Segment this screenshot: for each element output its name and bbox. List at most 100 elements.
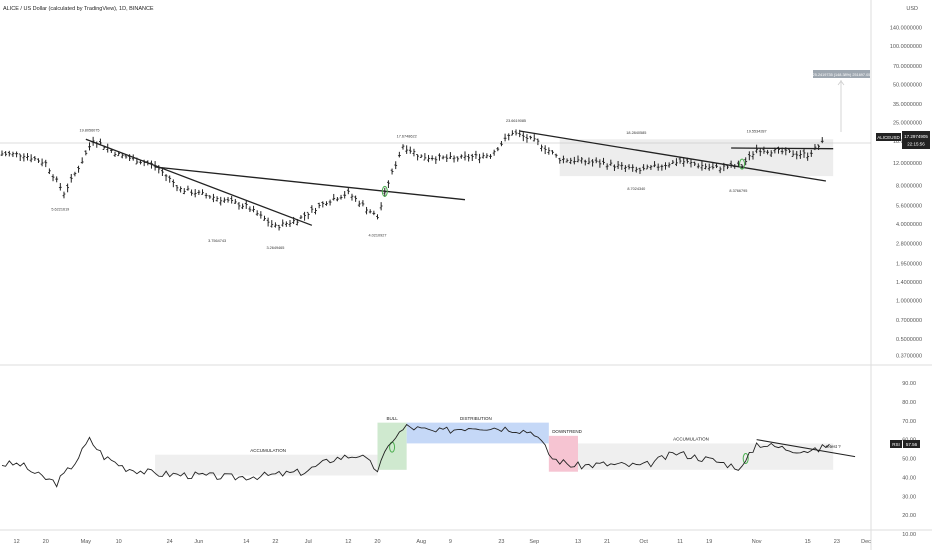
- ohlc-bar: [168, 175, 172, 183]
- rsi-downtrend-zone: [548, 435, 578, 472]
- ohlc-bar: [303, 211, 306, 221]
- time-tick-label: 19: [706, 539, 712, 545]
- ohlc-bar: [113, 151, 117, 157]
- resistance-line: [731, 147, 834, 150]
- rsi-tick-label: 40.00: [902, 475, 916, 481]
- ohlc-bar: [193, 189, 197, 198]
- ohlc-bar: [332, 193, 336, 201]
- ohlc-bar: [84, 150, 88, 156]
- ohlc-bar: [237, 201, 241, 210]
- ohlc-bar: [405, 145, 409, 154]
- ohlc-bar: [219, 196, 223, 206]
- time-tick-label: 20: [43, 539, 49, 545]
- price-tick-label: 1.9500000: [896, 262, 922, 268]
- rsi-value-box: [903, 440, 920, 448]
- ohlc-bar: [791, 150, 795, 157]
- price-tick-label: 25.0000000: [893, 121, 922, 127]
- ohlc-bar: [317, 202, 321, 209]
- ohlc-bar: [321, 201, 325, 208]
- ohlc-bar: [510, 130, 514, 136]
- projection-arrow: [837, 80, 845, 86]
- price-pivot-label: 3.2649465: [266, 246, 284, 250]
- price-tick-label: 100.0000000: [890, 44, 922, 50]
- ohlc-bar: [416, 154, 419, 161]
- ohlc-bar: [376, 214, 379, 220]
- ohlc-bar: [66, 183, 70, 193]
- ohlc-bar: [704, 163, 707, 170]
- ohlc-bar: [758, 148, 762, 157]
- time-tick-label: Nov: [752, 539, 762, 545]
- ohlc-bar: [368, 209, 372, 214]
- ohlc-bar: [693, 161, 697, 167]
- ohlc-bar: [587, 157, 591, 165]
- time-tick-label: 11: [677, 539, 683, 545]
- rsi-tag-box: [890, 440, 902, 448]
- time-tick-label: 13: [575, 539, 581, 545]
- ohlc-bar: [4, 151, 8, 157]
- rsi-line: [1, 423, 830, 488]
- trendlines: [85, 130, 856, 464]
- rsi-value: 57.56: [906, 442, 918, 447]
- ohlc-bar: [478, 153, 481, 164]
- ohlc-bar: [634, 166, 638, 173]
- price-pivot-label: 8.3766795: [729, 189, 747, 193]
- rsi-tick-label: 70.00: [902, 419, 916, 425]
- ohlc-bar: [354, 195, 358, 202]
- ohlc-bar: [215, 196, 219, 202]
- price-tick-label: 4.0000000: [896, 222, 922, 228]
- ohlc-bar: [747, 151, 751, 161]
- price-tick-label: 8.0000000: [896, 184, 922, 190]
- ohlc-bar: [252, 205, 255, 213]
- price-tick-label: 140.0000000: [890, 25, 922, 31]
- ohlc-bar: [222, 197, 226, 203]
- ohlc-bar: [277, 224, 281, 231]
- ohlc-bar: [521, 132, 525, 142]
- rsi-tick-label: 80.00: [902, 400, 916, 406]
- price-tick-label: 5.6000000: [896, 203, 922, 209]
- ohlc-bar: [37, 158, 40, 163]
- breakout-marker-2: [739, 158, 746, 170]
- ohlc-bar: [164, 174, 168, 182]
- rsi-tick-label: 30.00: [902, 494, 916, 500]
- ohlc-bar: [204, 192, 208, 199]
- ohlc-bar: [299, 215, 303, 220]
- ohlc-bar: [467, 153, 471, 162]
- ohlc-bar: [656, 163, 660, 171]
- ohlc-bar: [638, 167, 642, 174]
- ohlc-bar: [346, 187, 350, 195]
- time-tick-label: 22: [272, 539, 278, 545]
- ohlc-bar: [529, 135, 533, 140]
- ohlc-bar: [583, 159, 587, 166]
- time-tick-label: 9: [449, 539, 452, 545]
- rsi-tick-label: 10.00: [902, 532, 916, 538]
- ohlc-bar: [532, 134, 536, 142]
- ohlc-bar: [335, 197, 339, 202]
- ohlc-bar: [795, 150, 799, 160]
- price-tick-label: 2.8000000: [896, 242, 922, 248]
- ohlc-bar: [500, 140, 503, 147]
- ohlc-bar: [339, 194, 343, 200]
- ohlc-bar: [605, 163, 609, 170]
- ohlc-bar: [408, 146, 412, 154]
- ohlc-bar: [576, 155, 580, 163]
- ohlc-bar: [379, 202, 383, 211]
- ohlc-bar: [613, 164, 616, 171]
- price-pivot-label: 19.8056075: [79, 129, 99, 133]
- ohlc-bar: [201, 189, 204, 195]
- rsi-tick-label: 20.00: [902, 513, 916, 519]
- ohlc-bar: [263, 215, 266, 221]
- ohlc-bar: [616, 161, 620, 170]
- ohlc-bar: [120, 153, 124, 159]
- ohlc-bar: [62, 191, 66, 199]
- price-pivot-label: 17.6748622: [397, 135, 417, 139]
- ohlc-bar: [547, 147, 551, 155]
- time-tick-label: Dec: [861, 539, 871, 545]
- ohlc-bar: [627, 164, 631, 170]
- price-pivot-label: 19.5534287: [747, 129, 767, 133]
- price-pivot-label: 18.2840585: [626, 131, 646, 135]
- ohlc-bar: [343, 191, 347, 199]
- ohlc-bar: [230, 195, 234, 204]
- ohlc-bar: [259, 211, 263, 219]
- price-tick-label: 70.0000000: [893, 64, 922, 70]
